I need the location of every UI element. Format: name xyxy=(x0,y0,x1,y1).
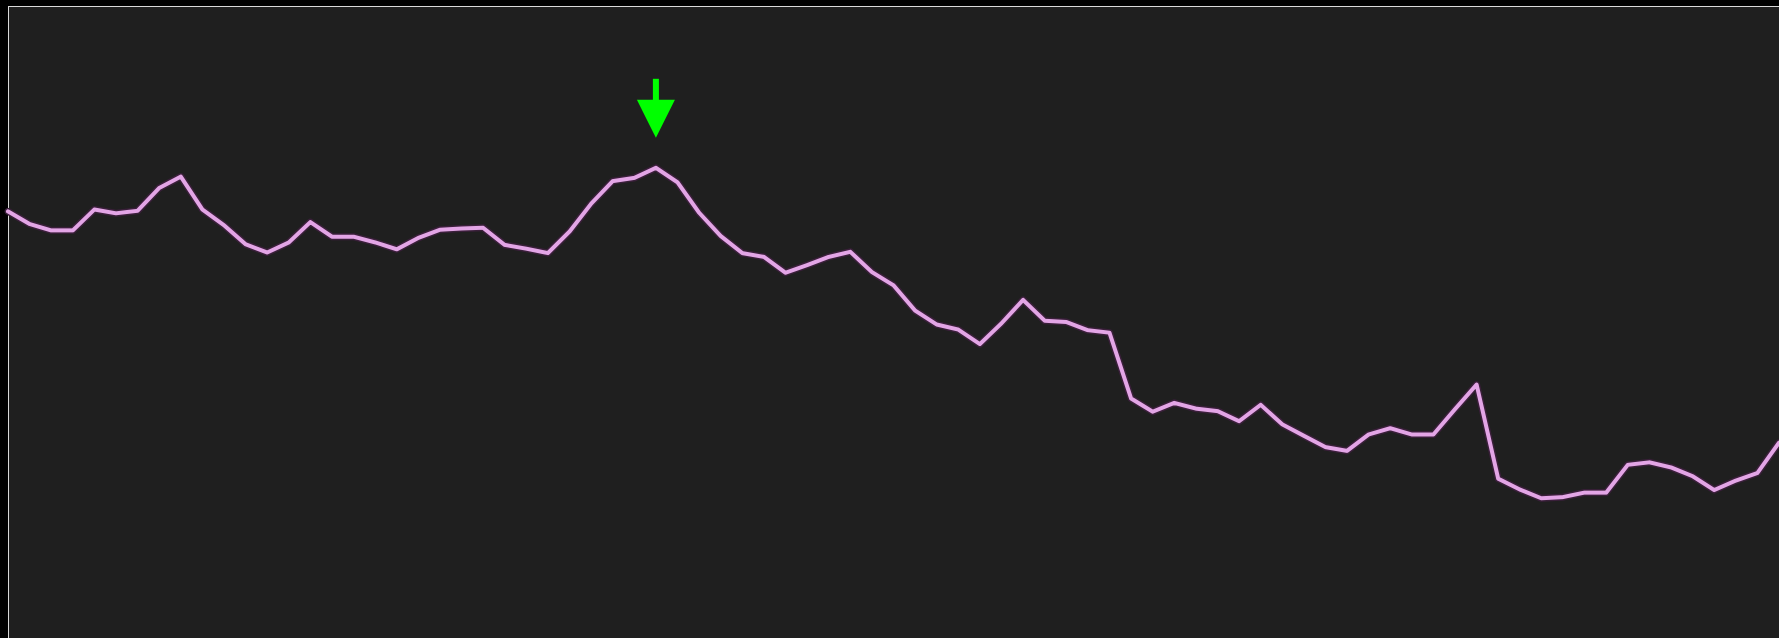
data-point xyxy=(1431,432,1435,437)
data-point xyxy=(589,202,593,206)
data-point xyxy=(654,166,658,170)
data-point xyxy=(287,240,291,244)
data-point xyxy=(827,255,831,259)
data-point xyxy=(891,283,896,287)
data-point xyxy=(481,226,485,230)
data-point xyxy=(1691,474,1695,478)
data-point xyxy=(92,207,96,212)
data-point xyxy=(1561,495,1565,499)
data-point xyxy=(719,234,723,238)
data-point xyxy=(1345,449,1349,453)
data-point xyxy=(244,242,248,246)
data-point xyxy=(935,322,939,327)
data-point xyxy=(1323,445,1328,449)
data-point xyxy=(6,209,10,213)
data-point xyxy=(200,207,204,212)
data-point xyxy=(1259,403,1263,407)
data-point xyxy=(28,222,32,226)
data-point xyxy=(913,309,917,313)
data-point xyxy=(1583,491,1587,495)
data-point xyxy=(546,251,550,255)
data-point xyxy=(567,230,572,234)
data-point xyxy=(395,247,399,251)
data-point xyxy=(1064,320,1068,324)
data-point xyxy=(1734,479,1738,483)
line-layer xyxy=(4,164,1779,502)
data-point xyxy=(1388,426,1392,430)
data-point xyxy=(438,228,442,232)
arrow-head xyxy=(636,99,675,138)
data-point xyxy=(762,255,766,259)
arrow-stem xyxy=(652,78,659,103)
data-point xyxy=(1151,410,1155,414)
data-point xyxy=(114,211,118,215)
data-point xyxy=(611,179,615,183)
data-point xyxy=(1475,383,1479,387)
data-point xyxy=(783,271,788,275)
data-point xyxy=(956,328,960,332)
down-arrow-icon xyxy=(636,78,675,138)
data-point xyxy=(1453,407,1457,411)
data-point xyxy=(265,250,269,255)
data-point xyxy=(1539,496,1543,500)
data-point xyxy=(1172,401,1176,405)
data-point xyxy=(675,180,680,184)
data-point xyxy=(740,251,744,255)
data-point xyxy=(49,228,53,232)
data-point xyxy=(1021,298,1025,302)
data-point xyxy=(352,235,356,239)
data-point xyxy=(416,236,420,240)
data-point xyxy=(999,321,1004,325)
data-point xyxy=(978,342,982,346)
marker-layer xyxy=(636,78,675,138)
data-point xyxy=(1755,471,1759,475)
data-point xyxy=(1043,319,1047,323)
data-point xyxy=(1712,488,1716,492)
data-point xyxy=(1215,409,1220,413)
data-point xyxy=(459,226,464,231)
data-point xyxy=(1194,407,1198,411)
data-point xyxy=(1280,422,1284,426)
data-point xyxy=(1367,432,1371,437)
data-point xyxy=(1496,477,1500,481)
series-line-shadow xyxy=(4,164,1779,502)
data-point xyxy=(157,186,161,190)
data-point xyxy=(330,235,334,239)
data-point xyxy=(632,176,636,180)
data-point xyxy=(1604,491,1608,495)
data-point xyxy=(503,243,507,247)
data-point xyxy=(71,228,75,232)
chart-frame xyxy=(8,6,1779,638)
data-point xyxy=(1302,434,1306,438)
data-point xyxy=(1237,419,1241,423)
data-point xyxy=(1410,432,1414,437)
data-point xyxy=(1669,465,1673,469)
data-point xyxy=(373,240,377,244)
data-point xyxy=(1129,396,1133,401)
data-point xyxy=(1647,460,1651,464)
data-point xyxy=(1086,328,1090,332)
data-point xyxy=(222,223,226,227)
data-point xyxy=(870,270,874,274)
data-point xyxy=(848,250,852,254)
data-point xyxy=(179,175,183,179)
series-line xyxy=(6,165,1779,501)
data-point xyxy=(524,247,528,251)
data-point xyxy=(1518,487,1522,492)
data-point xyxy=(308,220,312,224)
data-point xyxy=(136,209,140,213)
data-point xyxy=(697,211,701,215)
data-point xyxy=(805,263,809,267)
data-point xyxy=(1626,463,1630,467)
data-point xyxy=(1107,331,1112,335)
